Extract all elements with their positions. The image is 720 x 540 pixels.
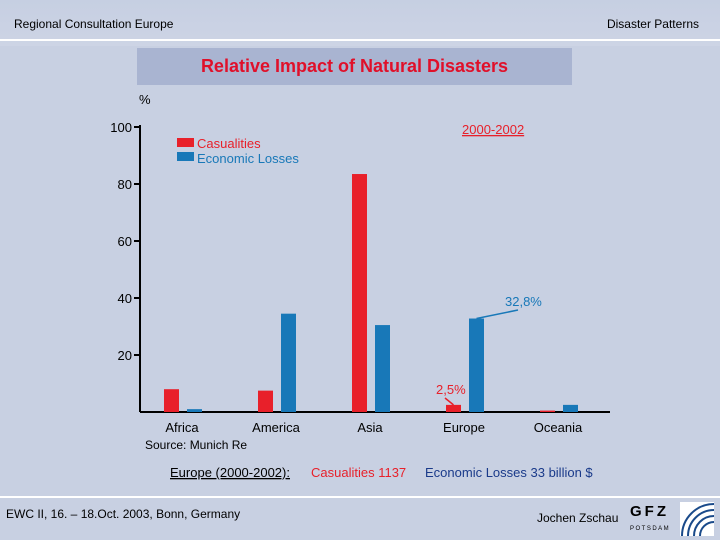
- source-note: Source: Munich Re: [145, 438, 247, 452]
- gfz-logo: GFZ POTSDAM: [630, 502, 715, 537]
- legend-label-casualties: Casualities: [197, 136, 261, 151]
- logo-subtext: POTSDAM: [630, 526, 670, 532]
- x-tick-label-africa: Africa: [165, 420, 199, 435]
- bar-africa-casualties: [164, 389, 179, 412]
- chart-title: Relative Impact of Natural Disasters: [200, 56, 509, 76]
- bar-oceania-losses: [563, 404, 578, 412]
- legend-label-losses: Economic Losses: [197, 151, 299, 166]
- period-label: 2000-2002: [462, 122, 524, 137]
- x-tick-label-oceania: Oceania: [534, 420, 583, 435]
- chart-title-box: Relative Impact of Natural Disasters: [137, 48, 572, 85]
- logo-emblem-arc3: [693, 515, 715, 537]
- bar-africa-losses: [187, 409, 202, 412]
- slide-header: [0, 0, 720, 46]
- chart-axes: [134, 125, 610, 413]
- bar-asia-casualties: [352, 174, 367, 412]
- y-tick-label-20: 20: [118, 348, 132, 363]
- x-tick-label-asia: Asia: [357, 420, 383, 435]
- chart-bars: [164, 174, 578, 412]
- y-tick-label-100: 100: [110, 120, 132, 135]
- summary-losses: Economic Losses 33 billion $: [425, 465, 593, 480]
- bar-america-casualties: [258, 390, 273, 412]
- bar-europe-losses: [469, 318, 484, 412]
- header-left-text: Regional Consultation Europe: [14, 17, 174, 31]
- annotation-label-0: 32,8%: [505, 294, 542, 309]
- summary-casualties: Casualities 1137: [311, 465, 406, 480]
- logo-text: GFZ: [630, 503, 669, 520]
- chart-labels: 20 40 60 80 100 Africa America Asia Europe Oceani…: [110, 120, 583, 435]
- footer-left-text: EWC II, 16. – 18.Oct. 2003, Bonn, German…: [6, 507, 241, 521]
- y-tick-label-80: 80: [118, 177, 132, 192]
- bar-asia-losses: [375, 325, 390, 412]
- summary-label: Europe (2000-2002):: [170, 465, 290, 480]
- annotation-leader-0: [476, 309, 519, 320]
- logo-emblem-bg: [680, 502, 714, 536]
- logo-emblem-arc2: [687, 509, 715, 537]
- y-tick-label-60: 60: [118, 234, 132, 249]
- logo-emblem-arc1: [681, 503, 715, 537]
- bar-america-losses: [281, 313, 296, 412]
- annotation-label-1: 2,5%: [436, 382, 466, 397]
- footer-right-text: Jochen Zschau: [537, 511, 619, 525]
- y-axis-label: %: [139, 92, 151, 107]
- bar-oceania-casualties: [540, 410, 555, 412]
- header-right-text: Disaster Patterns: [606, 17, 699, 31]
- y-tick-label-40: 40: [118, 291, 132, 306]
- bar-europe-casualties: [446, 404, 461, 412]
- legend-swatch-losses: [177, 152, 194, 161]
- annotation-leader-1: [444, 397, 454, 406]
- x-tick-label-europe: Europe: [443, 420, 485, 435]
- legend-swatch-casualties: [177, 138, 194, 147]
- x-tick-label-america: America: [252, 420, 300, 435]
- logo-emblem-arc4: [699, 521, 715, 537]
- header-divider: [0, 39, 720, 41]
- footer-divider: [0, 496, 720, 498]
